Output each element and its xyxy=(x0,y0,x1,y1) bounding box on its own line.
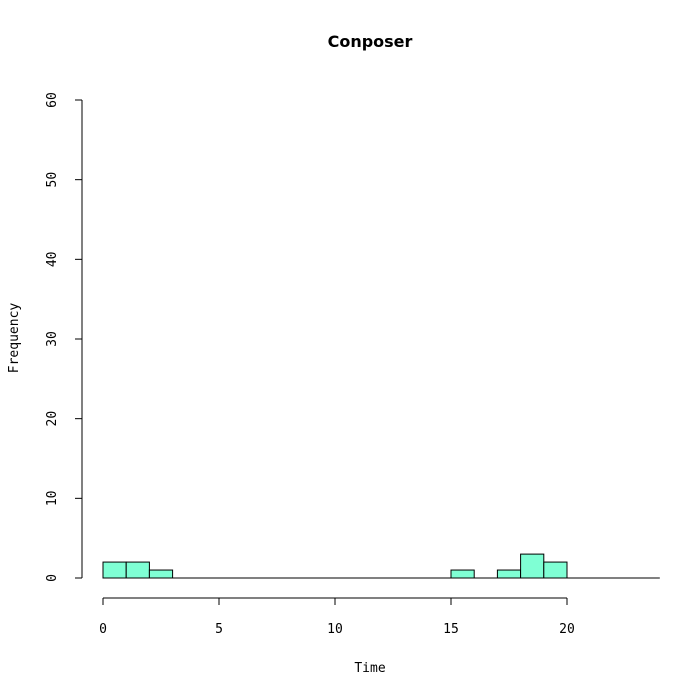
y-tick-label: 60 xyxy=(45,92,60,108)
x-tick-label: 15 xyxy=(443,622,459,637)
x-tick-label: 10 xyxy=(327,622,343,637)
y-tick-label: 20 xyxy=(45,411,60,427)
y-axis-label: Frequency xyxy=(7,303,22,374)
x-tick-label: 0 xyxy=(99,622,107,637)
y-tick-label: 10 xyxy=(45,491,60,507)
x-axis: 0 5 10 15 20 xyxy=(99,597,575,637)
histogram-bar xyxy=(520,553,545,579)
histogram-bar xyxy=(148,569,174,579)
y-axis: 0 10 20 30 40 50 60 xyxy=(45,92,83,582)
histogram-bar xyxy=(102,561,127,579)
y-tick-label: 50 xyxy=(45,172,60,188)
y-tick-label: 0 xyxy=(45,574,60,582)
x-tick-label: 5 xyxy=(215,622,223,637)
histogram-bar xyxy=(496,569,522,579)
x-tick-label: 20 xyxy=(559,622,575,637)
histogram-bar xyxy=(450,569,475,579)
x-axis-label: Time xyxy=(354,661,385,676)
y-tick-label: 30 xyxy=(45,331,60,347)
histogram-bar xyxy=(125,561,150,579)
histogram-bar xyxy=(543,561,568,579)
bars-group xyxy=(102,553,568,579)
chart-title: Conposer xyxy=(328,32,413,51)
y-tick-label: 40 xyxy=(45,252,60,268)
